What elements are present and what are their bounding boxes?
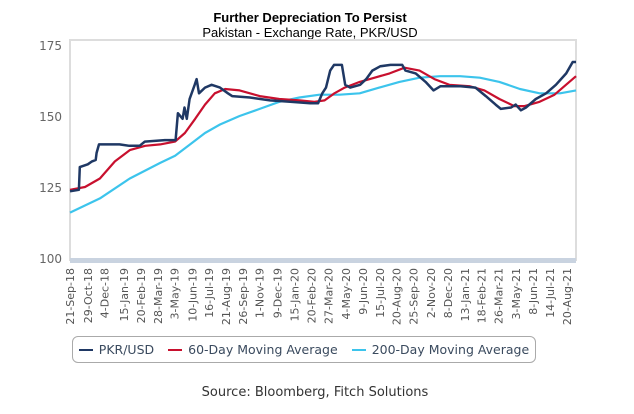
x-tick-label: 15-Jan-20 (289, 268, 302, 322)
legend-item-60-day-ma: 60-Day Moving Average (168, 342, 338, 357)
x-tick-label: 13-Jan-21 (459, 268, 472, 322)
legend: PKR/USD 60-Day Moving Average 200-Day Mo… (72, 336, 536, 363)
x-tick-label: 20-Aug-21 (561, 268, 574, 325)
x-tick-label: 9-Dec-19 (271, 268, 284, 318)
x-tick-label: 21-Aug-19 (220, 268, 233, 325)
x-tick-label: 26-Sep-19 (237, 268, 250, 325)
y-tick-label: 100 (39, 252, 62, 266)
x-tick-label: 20-Aug-20 (391, 268, 404, 325)
x-tick-label: 28-Mar-19 (152, 268, 165, 324)
x-tick-label: 4-Dec-18 (99, 268, 112, 318)
x-tick-label: 10-Jun-19 (186, 268, 199, 322)
x-axis-band (70, 258, 576, 263)
x-tick-label: 8-Jun-21 (527, 268, 540, 315)
x-tick-label: 14-Jul-21 (544, 268, 557, 318)
x-tick-label: 1-Nov-19 (254, 268, 267, 318)
y-tick-label: 175 (39, 39, 62, 53)
legend-swatch (168, 348, 183, 351)
legend-item-200-day-ma: 200-Day Moving Average (351, 342, 530, 357)
x-tick-label: 21-Sep-18 (64, 268, 77, 325)
x-tick-label: 9-Jun-20 (357, 268, 370, 315)
x-tick-label: 29-Oct-18 (82, 268, 95, 323)
x-tick-label: 4-May-20 (340, 268, 353, 319)
series-line-200-day-moving-average (69, 75, 577, 214)
x-tick-label: 27-Mar-20 (322, 268, 335, 324)
x-tick-label: 3-May-21 (510, 268, 523, 319)
y-tick-label: 150 (39, 110, 62, 124)
legend-item-pkr-usd: PKR/USD (78, 342, 155, 357)
x-tick-label: 25-Sep-20 (407, 268, 420, 325)
legend-label: 200-Day Moving Average (371, 342, 530, 357)
x-tick-label: 15-Jul-20 (374, 268, 387, 318)
x-tick-label: 18-Feb-21 (476, 268, 489, 323)
legend-swatch (351, 348, 366, 351)
plot-area (69, 39, 577, 261)
legend-label: 60-Day Moving Average (188, 342, 338, 357)
y-tick-label: 125 (39, 181, 62, 195)
x-tick-label: 3-May-19 (169, 268, 182, 319)
x-tick-label: 8-Dec-20 (442, 268, 455, 318)
source-note: Source: Bloomberg, Fitch Solutions (201, 385, 429, 400)
legend-swatch (78, 348, 93, 351)
x-tick-label: 15-Jan-19 (118, 268, 131, 322)
chart-subtitle: Pakistan - Exchange Rate, PKR/USD (202, 25, 418, 40)
x-tick-label: 20-Feb-20 (306, 268, 319, 323)
x-tick-label: 16-Jul-19 (203, 268, 216, 318)
x-tick-label: 2-Nov-20 (425, 268, 438, 318)
legend-label: PKR/USD (98, 342, 155, 357)
x-tick-label: 26-Mar-21 (492, 268, 505, 324)
chart-title: Further Depreciation To Persist (213, 10, 407, 25)
x-tick-label: 20-Feb-19 (135, 268, 148, 323)
series-line-pkr-usd (69, 60, 576, 193)
